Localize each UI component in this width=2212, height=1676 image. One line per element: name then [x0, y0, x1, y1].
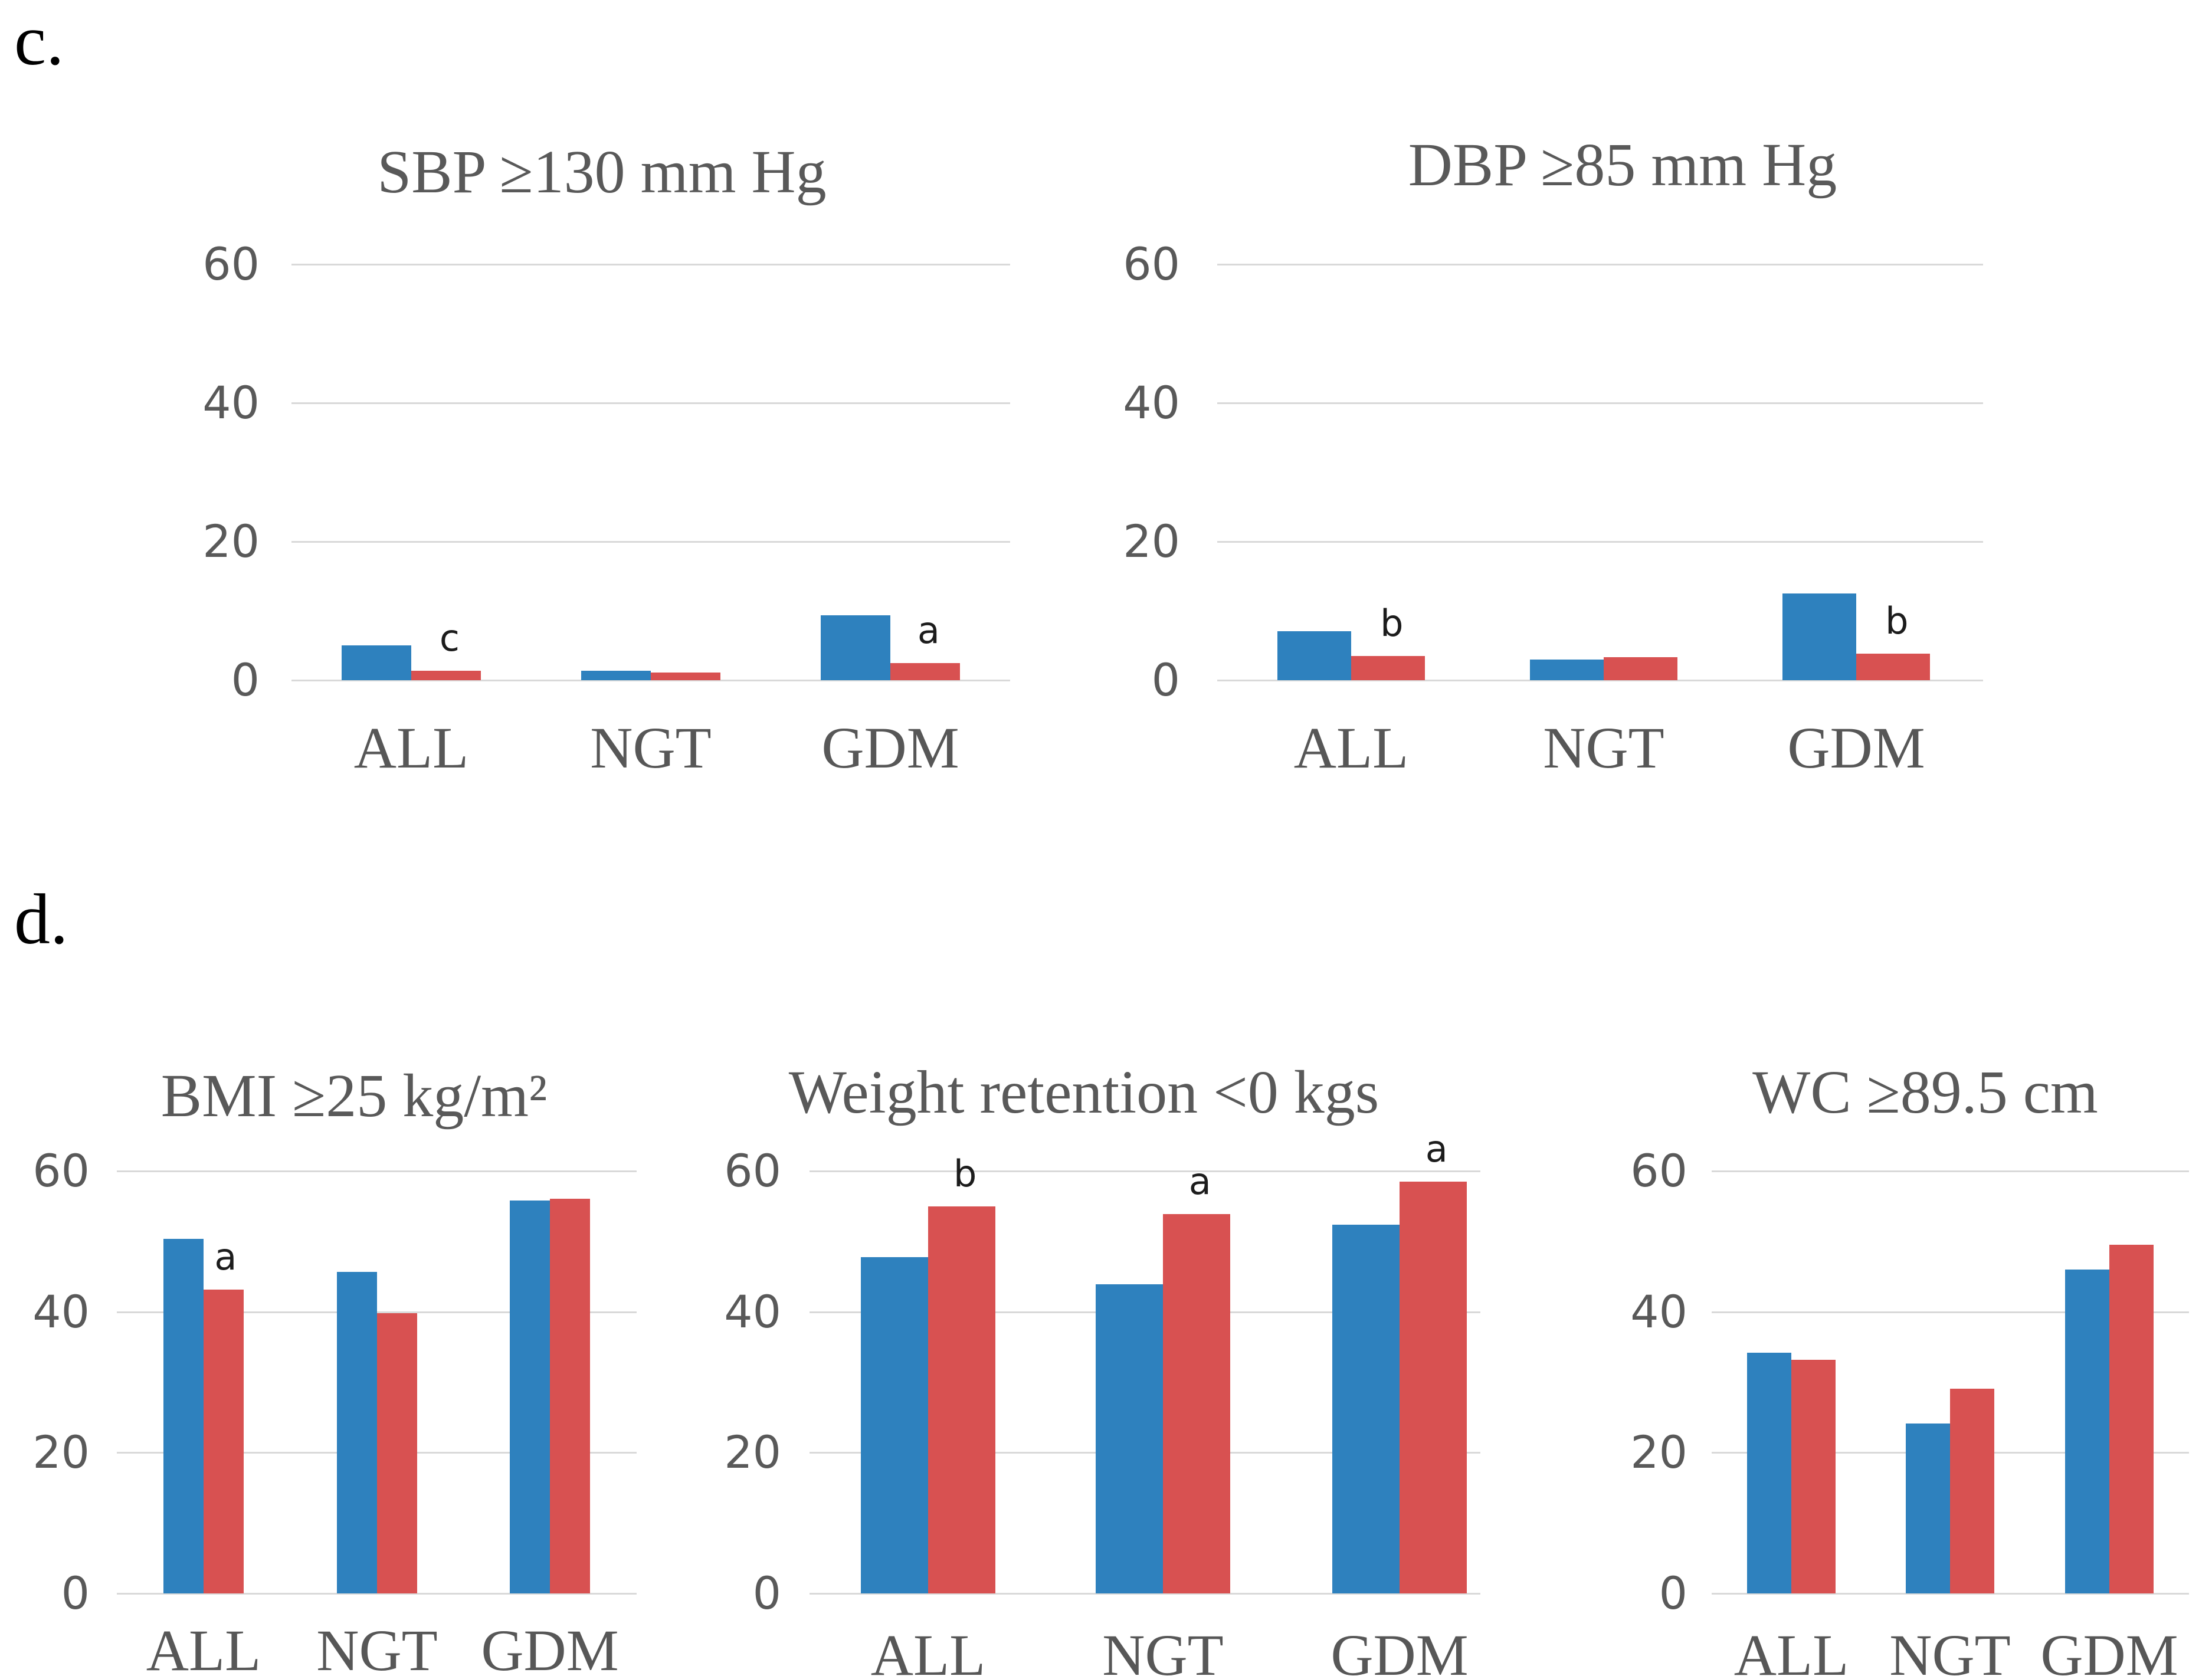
bar-dbp-all-blue — [1277, 631, 1351, 680]
gridline-sbp-0 — [291, 680, 1010, 681]
gridline-sbp-40 — [291, 402, 1010, 404]
category-label-wr-all: ALL — [870, 1622, 986, 1676]
y-tick-label-wr-0: 0 — [752, 1567, 781, 1619]
bar-wr-gdm-blue — [1332, 1225, 1400, 1593]
y-tick-label-wr-20: 20 — [724, 1426, 781, 1479]
category-label-dbp-gdm: GDM — [1787, 715, 1925, 780]
gridline-wc-60 — [1712, 1170, 2189, 1173]
gridline-bmi-60 — [117, 1170, 637, 1173]
y-tick-label-sbp-0: 0 — [231, 654, 260, 706]
gridline-wc-40 — [1712, 1311, 2189, 1313]
bar-sbp-all-blue — [342, 645, 411, 680]
category-label-bmi-ngt: NGT — [316, 1618, 438, 1676]
y-tick-label-bmi-0: 0 — [61, 1567, 90, 1619]
significance-note-wr-all: b — [953, 1152, 977, 1195]
bar-dbp-gdm-red — [1856, 654, 1930, 680]
chart-title-sbp: SBP ≥130 mm Hg — [377, 138, 827, 206]
gridline-wc-0 — [1712, 1593, 2189, 1595]
bar-sbp-ngt-red — [651, 673, 720, 680]
bar-bmi-ngt-red — [377, 1313, 417, 1593]
y-tick-label-dbp-20: 20 — [1123, 515, 1180, 568]
bar-dbp-gdm-blue — [1782, 593, 1856, 680]
chart-title-dbp: DBP ≥85 mm Hg — [1408, 131, 1837, 199]
significance-note-bmi-all: a — [214, 1235, 237, 1278]
bar-sbp-all-red — [411, 671, 481, 680]
bar-wc-gdm-red — [2109, 1245, 2154, 1593]
category-label-dbp-all: ALL — [1293, 715, 1409, 780]
category-label-wc-all: ALL — [1733, 1622, 1849, 1676]
y-tick-label-bmi-60: 60 — [32, 1144, 90, 1198]
category-label-bmi-all: ALL — [146, 1618, 261, 1676]
gridline-wr-60 — [810, 1170, 1480, 1173]
gridline-dbp-60 — [1217, 264, 1983, 265]
bar-bmi-all-blue — [163, 1239, 204, 1593]
panel-letter-c: c. — [14, 1, 64, 80]
category-label-wr-gdm: GDM — [1331, 1622, 1469, 1676]
y-tick-label-dbp-40: 40 — [1123, 376, 1180, 429]
y-tick-label-wc-60: 60 — [1630, 1144, 1687, 1198]
y-tick-label-wr-60: 60 — [724, 1144, 781, 1198]
bar-dbp-ngt-red — [1604, 657, 1677, 680]
significance-note-sbp-all: c — [439, 616, 460, 660]
bar-sbp-ngt-blue — [581, 671, 651, 680]
gridline-sbp-60 — [291, 264, 1010, 265]
category-label-dbp-ngt: NGT — [1543, 715, 1664, 780]
y-tick-label-wr-40: 40 — [724, 1285, 781, 1338]
bar-dbp-all-red — [1351, 656, 1425, 680]
category-label-wr-ngt: NGT — [1102, 1622, 1224, 1676]
chart-title-bmi: BMI ≥25 kg/m² — [160, 1062, 548, 1130]
significance-note-dbp-gdm: b — [1885, 599, 1909, 643]
gridline-sbp-20 — [291, 541, 1010, 543]
category-label-bmi-gdm: GDM — [481, 1618, 619, 1676]
chart-title-wc: WC ≥89.5 cm — [1752, 1058, 2098, 1126]
y-tick-label-wc-0: 0 — [1659, 1567, 1687, 1619]
bar-wc-all-blue — [1747, 1353, 1791, 1593]
category-label-sbp-all: ALL — [353, 715, 469, 780]
y-tick-label-wc-40: 40 — [1630, 1285, 1687, 1338]
bar-bmi-all-red — [204, 1290, 244, 1593]
bar-wr-all-red — [928, 1206, 995, 1593]
bar-bmi-gdm-blue — [510, 1201, 550, 1593]
chart-title-weight-retention: Weight retention <0 kgs — [788, 1058, 1379, 1126]
bar-wr-ngt-blue — [1096, 1284, 1163, 1593]
y-tick-label-bmi-20: 20 — [32, 1426, 90, 1479]
significance-note-dbp-all: b — [1380, 601, 1404, 645]
gridline-dbp-20 — [1217, 541, 1983, 543]
gridline-dbp-0 — [1217, 680, 1983, 681]
significance-note-wr-ngt: a — [1188, 1159, 1211, 1203]
bar-wc-gdm-blue — [2065, 1270, 2109, 1593]
y-tick-label-sbp-40: 40 — [202, 376, 260, 429]
significance-note-sbp-gdm: a — [917, 608, 940, 652]
y-tick-label-dbp-60: 60 — [1123, 238, 1180, 290]
bar-bmi-gdm-red — [550, 1199, 590, 1593]
bar-wc-ngt-blue — [1906, 1424, 1950, 1593]
bar-sbp-gdm-red — [890, 663, 960, 680]
significance-note-wr-gdm: a — [1425, 1127, 1448, 1171]
y-tick-label-sbp-60: 60 — [202, 238, 260, 290]
panel-letter-d: d. — [14, 880, 68, 959]
bar-wr-gdm-red — [1400, 1182, 1467, 1593]
bar-wr-all-blue — [861, 1257, 928, 1593]
bar-wc-ngt-red — [1950, 1389, 1994, 1593]
y-tick-label-bmi-40: 40 — [32, 1285, 90, 1338]
bar-dbp-ngt-blue — [1530, 660, 1604, 680]
gridline-dbp-40 — [1217, 402, 1983, 404]
category-label-sbp-gdm: GDM — [821, 715, 959, 780]
y-tick-label-sbp-20: 20 — [202, 515, 260, 568]
gridline-bmi-0 — [117, 1593, 637, 1595]
bar-bmi-ngt-blue — [337, 1272, 377, 1593]
bar-sbp-gdm-blue — [821, 615, 890, 680]
category-label-wc-gdm: GDM — [2040, 1622, 2178, 1676]
bar-wc-all-red — [1791, 1360, 1836, 1593]
y-tick-label-wc-20: 20 — [1630, 1426, 1687, 1479]
category-label-sbp-ngt: NGT — [590, 715, 712, 780]
y-tick-label-dbp-0: 0 — [1151, 654, 1180, 706]
gridline-wr-0 — [810, 1593, 1480, 1595]
category-label-wc-ngt: NGT — [1889, 1622, 2011, 1676]
bar-wr-ngt-red — [1163, 1214, 1230, 1593]
